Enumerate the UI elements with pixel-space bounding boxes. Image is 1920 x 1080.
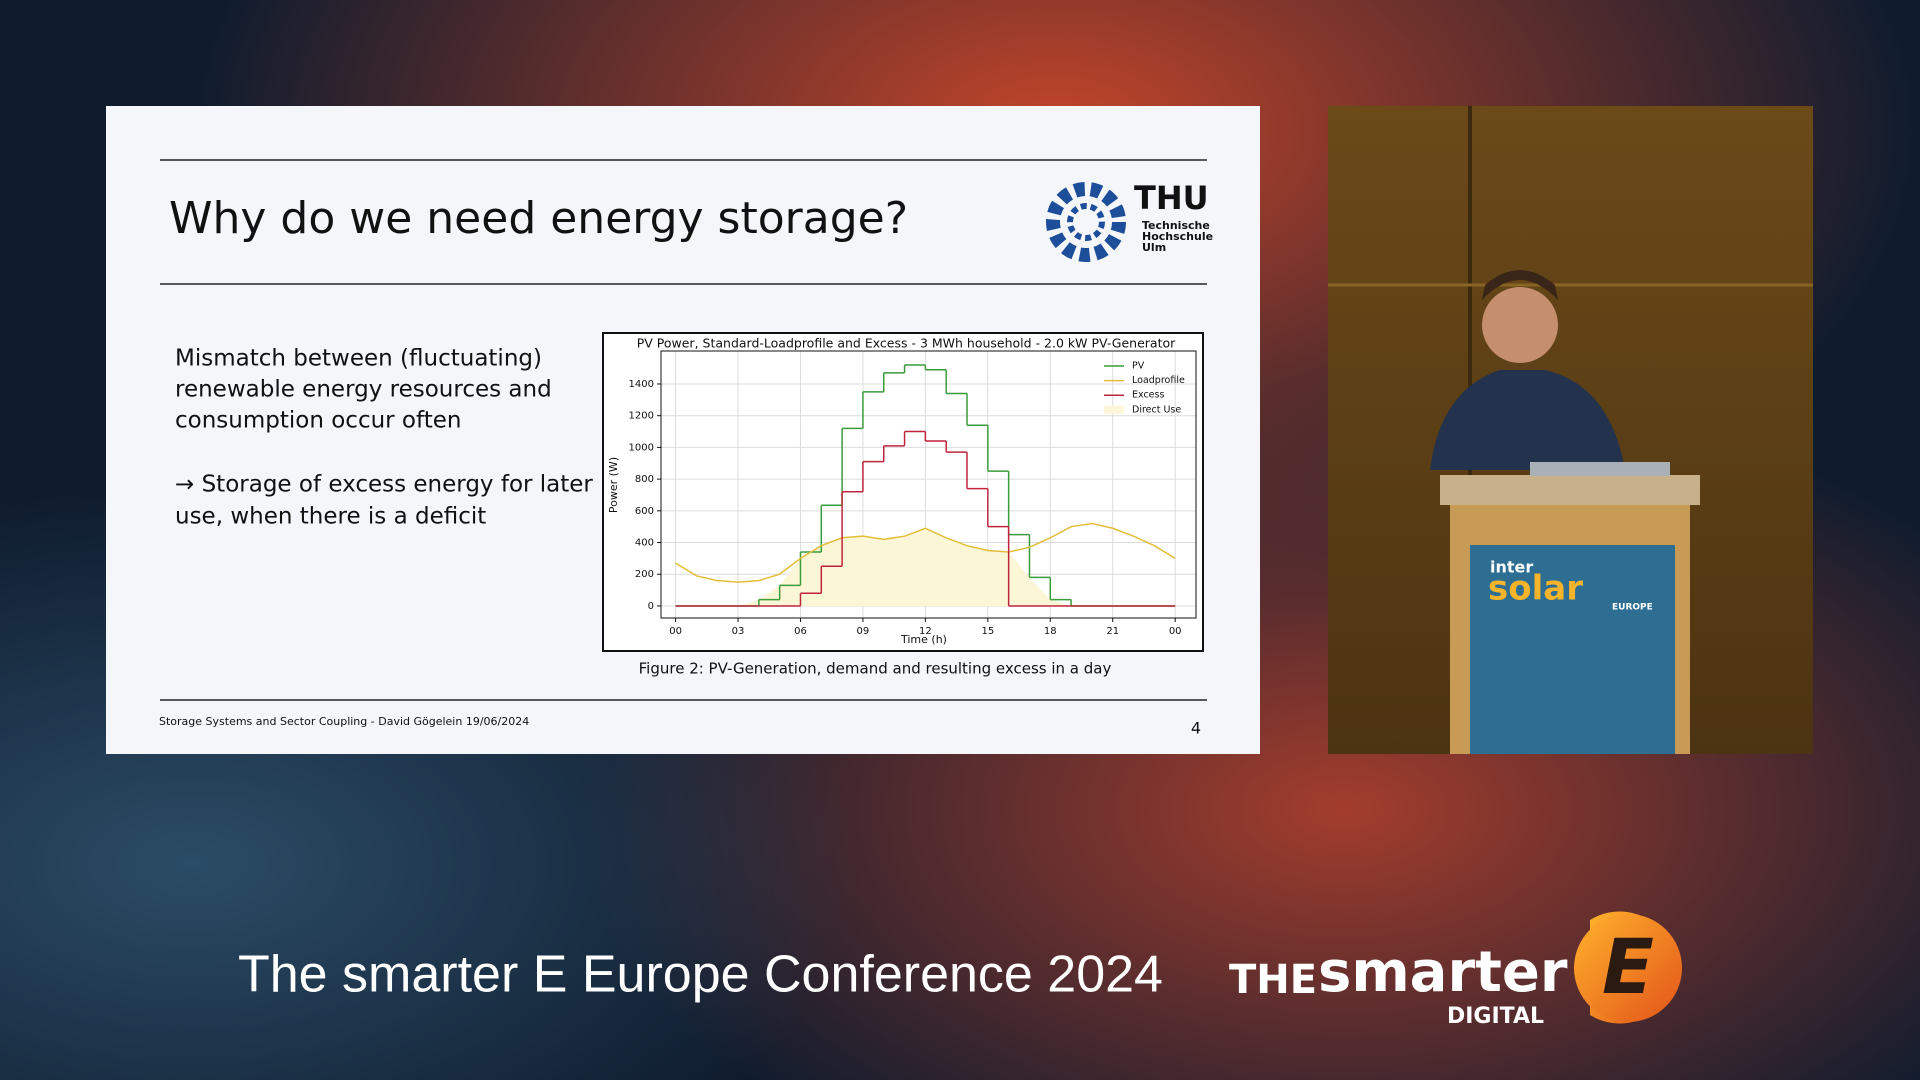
logo-name: THU <box>1134 179 1209 217</box>
slide: Why do we need energy storage? THU Techn… <box>106 106 1260 754</box>
x-tick-label: 00 <box>669 626 682 637</box>
body-text: renewable energy resources and <box>175 377 552 403</box>
y-tick-label: 400 <box>635 538 654 549</box>
x-tick-label: 03 <box>732 626 745 637</box>
x-tick-label: 12 <box>919 626 932 637</box>
slide-footer: Storage Systems and Sector Coupling - Da… <box>159 715 529 728</box>
slide-title: Why do we need energy storage? <box>169 193 908 244</box>
x-tick-label: 21 <box>1106 626 1119 637</box>
legend-label: PV <box>1132 361 1145 372</box>
legend-label: Direct Use <box>1132 404 1181 415</box>
speaker-head <box>1482 287 1558 363</box>
x-tick-label: 18 <box>1044 626 1057 637</box>
chart: PV Power, Standard-Loadprofile and Exces… <box>607 336 1197 646</box>
plot <box>675 364 1176 607</box>
area <box>675 528 1176 606</box>
y-tick-label: 0 <box>648 601 654 612</box>
podium-top <box>1440 475 1700 505</box>
speaker-hair <box>1482 270 1558 300</box>
logo-swirl <box>1067 203 1105 241</box>
body-text: → Storage of excess energy for later <box>175 472 593 498</box>
plot-area <box>660 350 1197 619</box>
page-number: 4 <box>1191 719 1201 738</box>
podium-sign <box>1470 545 1675 754</box>
logo-sub: DIGITAL <box>1447 1004 1544 1029</box>
logo: THU Technische Hochschule Ulm <box>1046 179 1213 262</box>
body-text: Mismatch between (fluctuating) <box>175 346 542 372</box>
x-axis-label: Time (h) <box>900 633 947 646</box>
logo-letter: E <box>1602 922 1654 1011</box>
y-tick-label: 600 <box>635 506 654 517</box>
body-text: use, when there is a deficit <box>175 504 486 530</box>
x-tick-label: 15 <box>981 626 994 637</box>
logo-swirl <box>1046 182 1126 262</box>
logo-the: THE <box>1229 957 1317 1003</box>
logo-subtitle: Technische <box>1142 219 1210 232</box>
banner-title: The smarter E Europe Conference 2024 <box>238 946 1163 1004</box>
series <box>675 528 1176 606</box>
figure-caption: Figure 2: PV-Generation, demand and resu… <box>639 660 1112 678</box>
legend-swatch <box>1104 405 1124 414</box>
y-tick-label: 1000 <box>629 442 654 453</box>
laptop <box>1530 462 1670 476</box>
chart-title: PV Power, Standard-Loadprofile and Exces… <box>637 336 1176 351</box>
line <box>675 522 1176 583</box>
x-tick-label: 09 <box>857 626 870 637</box>
series <box>675 522 1176 583</box>
speaker-body <box>1430 370 1625 470</box>
x-tick-label: 00 <box>1169 626 1182 637</box>
legend-label: Loadprofile <box>1132 375 1185 386</box>
logo-e-badge <box>1574 914 1682 1022</box>
x-tick-label: 06 <box>794 626 807 637</box>
podium-region: EUROPE <box>1612 603 1653 613</box>
body-text: consumption occur often <box>175 408 461 434</box>
logo-subtitle: Ulm <box>1142 241 1166 254</box>
y-tick-label: 1400 <box>629 379 654 390</box>
y-tick-label: 1200 <box>629 411 654 422</box>
legend-label: Excess <box>1132 390 1164 401</box>
banner-logo: THE smarter E DIGITAL <box>1229 911 1682 1029</box>
logo-word: smarter <box>1318 940 1568 1005</box>
series <box>675 430 1176 607</box>
podium-brand-top: inter <box>1490 558 1533 577</box>
podium-brand: solar <box>1488 569 1583 609</box>
y-tick-label: 800 <box>635 474 654 485</box>
logo-subtitle: Hochschule <box>1142 230 1213 243</box>
speaker-video: inter solar EUROPE <box>1328 106 1813 754</box>
y-tick-label: 200 <box>635 569 654 580</box>
y-axis-label: Power (W) <box>607 457 620 513</box>
